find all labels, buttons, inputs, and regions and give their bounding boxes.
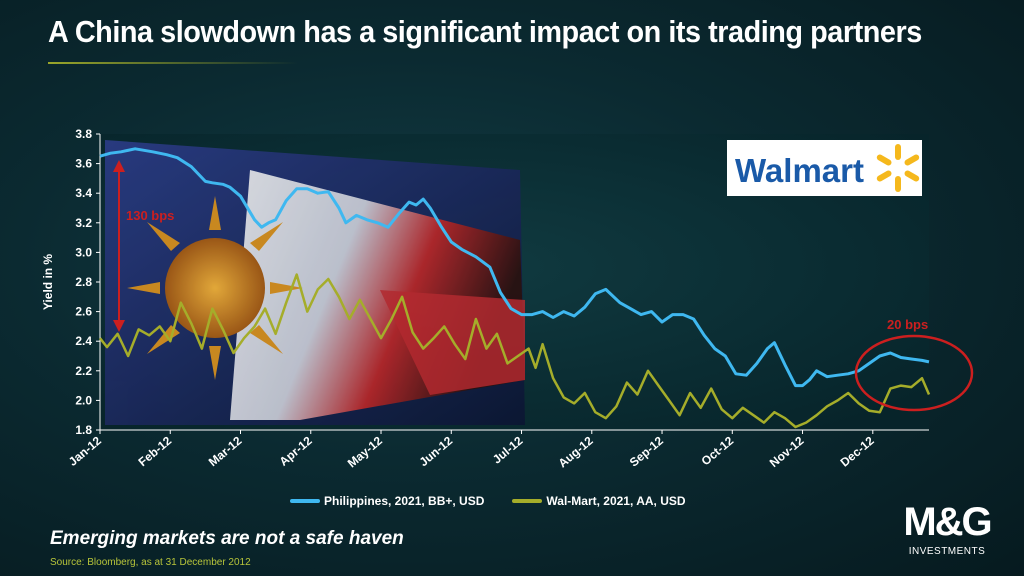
y-tick-label: 3.2 (75, 216, 92, 230)
legend-item-walmart: Wal-Mart, 2021, AA, USD (512, 494, 686, 508)
annotation-130bps: 130 bps (113, 160, 174, 332)
legend-swatch-philippines (290, 499, 320, 503)
x-tick-label: Jan-12 (66, 433, 104, 468)
x-tick-label: Feb-12 (136, 433, 175, 469)
annotation-20bps-label: 20 bps (887, 317, 928, 332)
y-axis-label: Yield in % (41, 254, 55, 311)
x-tick-label: Sep-12 (627, 433, 666, 469)
y-tick-label: 3.4 (75, 186, 92, 200)
title-underline (48, 62, 298, 64)
x-tick-label: Apr-12 (277, 433, 315, 468)
y-tick-label: 2.4 (75, 334, 92, 348)
philippines-flag-illustration (105, 140, 525, 425)
legend-item-philippines: Philippines, 2021, BB+, USD (290, 494, 484, 508)
mg-logo-sub: INVESTMENTS (908, 546, 986, 557)
chart-legend: Philippines, 2021, BB+, USD Wal-Mart, 20… (290, 494, 686, 508)
x-tick-label: Aug-12 (556, 433, 596, 470)
x-tick-label: Jun-12 (417, 433, 456, 469)
y-tick-label: 2.2 (75, 364, 92, 378)
source-note: Source: Bloomberg, as at 31 December 201… (50, 557, 251, 568)
mg-logo-mark: M&G (903, 500, 992, 544)
walmart-wordmark: Walmart (735, 152, 864, 189)
series-line-walmart (99, 273, 931, 429)
slide-subtitle: Emerging markets are not a safe haven (50, 528, 404, 549)
x-tick-label: Jul-12 (490, 433, 526, 466)
annotation-20bps: 20 bps (854, 317, 974, 412)
x-tick-label: Nov-12 (767, 433, 807, 470)
y-tick-label: 2.0 (75, 393, 92, 407)
series-layer (99, 147, 931, 429)
x-tick-label: May-12 (345, 433, 385, 470)
legend-label-walmart: Wal-Mart, 2021, AA, USD (546, 494, 686, 508)
y-axis-ticks: 3.8 3.6 3.4 3.2 3.0 2.8 2.6 2.4 2.2 2.0 1.8 (75, 127, 100, 437)
legend-swatch-walmart (512, 499, 543, 503)
annotation-130bps-label: 130 bps (126, 208, 174, 223)
y-tick-label: 2.8 (75, 275, 92, 289)
y-tick-label: 3.8 (75, 127, 92, 141)
legend-label-philippines: Philippines, 2021, BB+, USD (324, 494, 485, 508)
x-tick-label: Mar-12 (206, 433, 245, 469)
x-tick-label: Oct-12 (699, 433, 737, 468)
y-tick-label: 2.6 (75, 305, 92, 319)
walmart-spark-icon (876, 144, 920, 192)
mg-investments-logo: M&G INVESTMENTS (886, 500, 1008, 564)
series-line-philippines (99, 147, 930, 388)
y-tick-label: 3.6 (75, 157, 92, 171)
walmart-logo: Walmart (727, 140, 922, 196)
x-axis-ticks: Jan-12 Feb-12 Mar-12 Apr-12 May-12 Jun-12 Jul-… (66, 430, 877, 470)
y-tick-label: 3.0 (75, 245, 92, 259)
x-tick-label: Dec-12 (838, 433, 877, 469)
y-tick-label: 1.8 (75, 423, 92, 437)
page-title: A China slowdown has a significant impac… (48, 14, 922, 49)
